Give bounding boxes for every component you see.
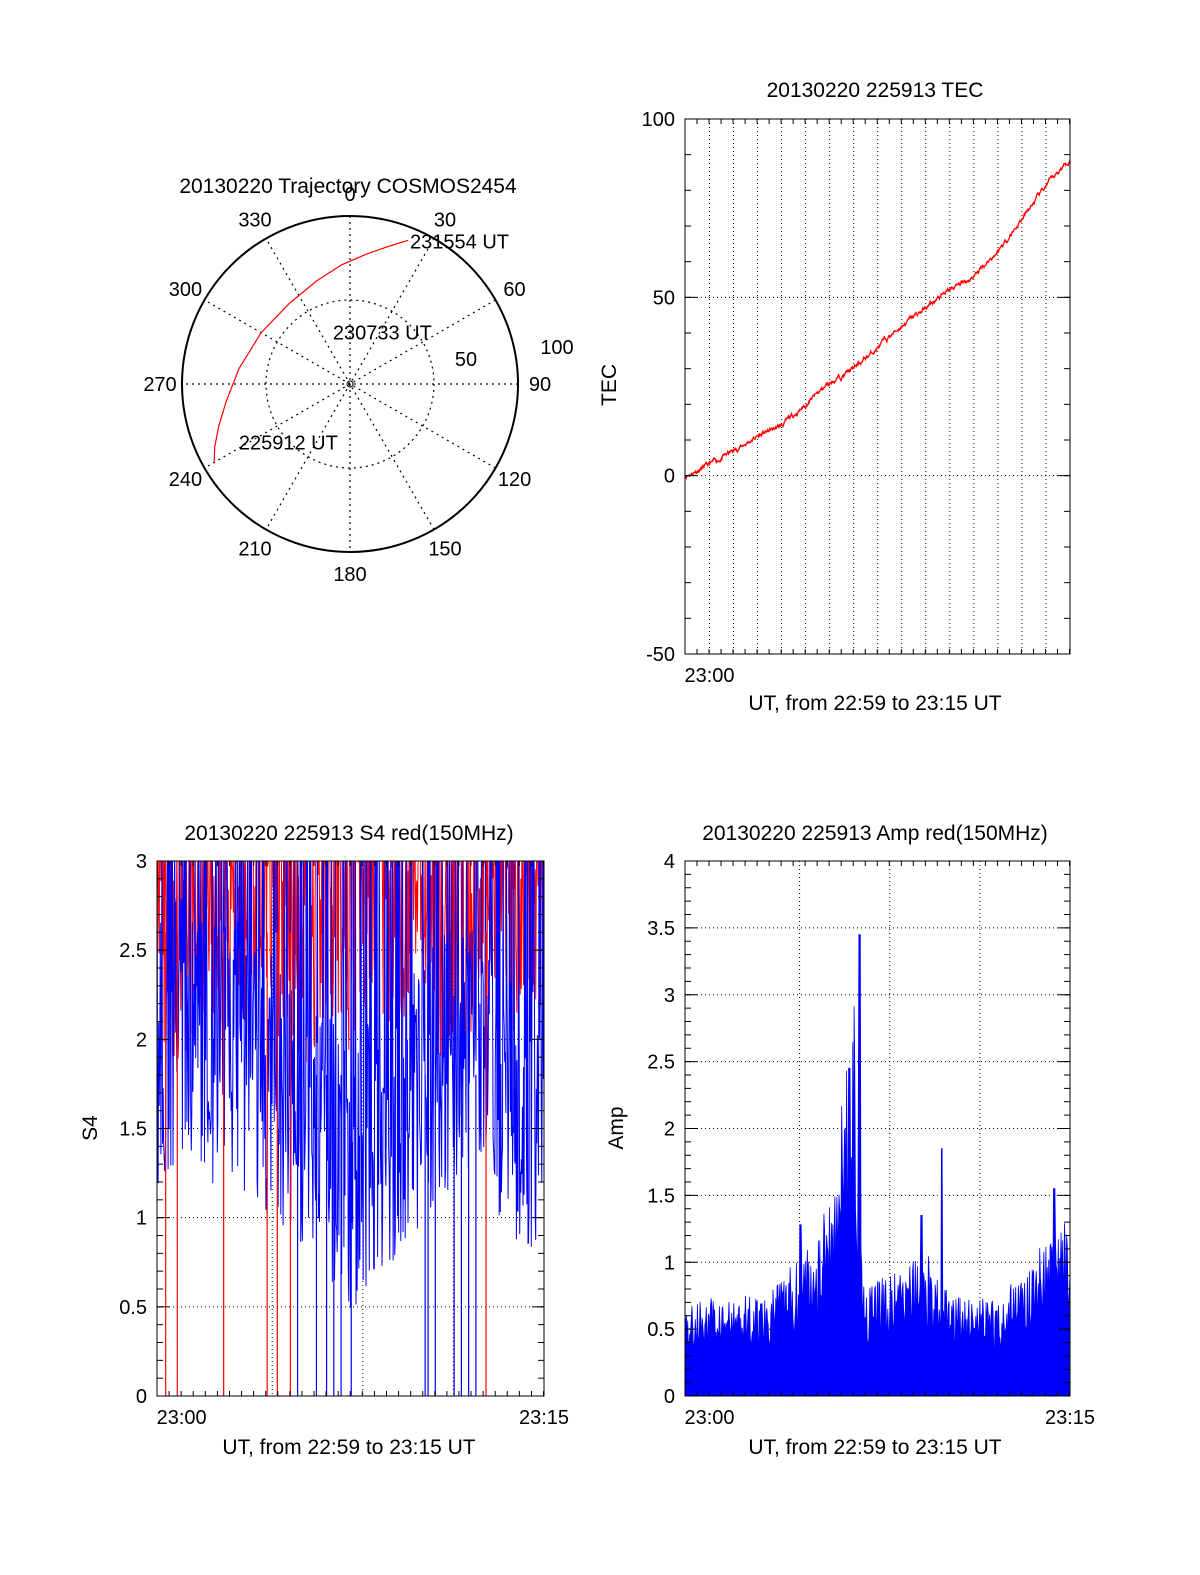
s4-ylabel: S4 bbox=[79, 1115, 102, 1141]
tec-xlabel: UT, from 22:59 to 23:15 UT bbox=[748, 692, 1001, 715]
polar-grid bbox=[181, 215, 519, 553]
polar-azimuth-label: 330 bbox=[238, 209, 271, 231]
s4-title: 20130220 225913 S4 red(150MHz) bbox=[184, 822, 513, 845]
trajectory-polar-panel: 20130220 Trajectory COSMOS2454 0 30 60 90 12… bbox=[143, 175, 573, 586]
amp-xtick-label: 23:15 bbox=[1045, 1407, 1095, 1429]
polar-azimuth-label: 270 bbox=[143, 374, 176, 396]
s4-xlabel: UT, from 22:59 to 23:15 UT bbox=[222, 1436, 475, 1459]
tec-frame bbox=[684, 118, 1071, 655]
polar-azimuth-label: 240 bbox=[169, 469, 202, 491]
s4-ytick-label: 2 bbox=[136, 1029, 147, 1051]
polar-azimuth-labels: 0 30 60 90 120 150 180 210 240 270 300 330 50 100 bbox=[143, 184, 573, 586]
s4-ytick-label: 0.5 bbox=[119, 1297, 147, 1319]
s4-frame bbox=[156, 860, 545, 1397]
s4-red-line bbox=[157, 861, 544, 1063]
tec-xtick-label: 23:00 bbox=[684, 665, 734, 687]
tec-line bbox=[684, 160, 1071, 481]
polar-azimuth-label: 90 bbox=[529, 374, 551, 396]
tec-axes: -50 0 50 100 23:00 bbox=[642, 109, 1071, 687]
polar-azimuth-label: 30 bbox=[434, 209, 456, 231]
amp-series bbox=[684, 934, 1071, 1397]
polar-azimuth-label: 60 bbox=[503, 279, 525, 301]
polar-azimuth-label: 150 bbox=[428, 539, 461, 561]
s4-xtick-label: 23:15 bbox=[519, 1407, 569, 1429]
s4-blue-line bbox=[157, 861, 544, 1308]
tec-panel: 20130220 225913 TEC UT, from 22:59 to 23… bbox=[598, 79, 1071, 715]
s4-ytick-label: 1.5 bbox=[119, 1119, 147, 1141]
polar-azimuth-label: 120 bbox=[498, 469, 531, 491]
polar-track bbox=[213, 239, 409, 463]
amp-frame bbox=[684, 860, 1071, 1397]
s4-ytick-label: 0 bbox=[136, 1386, 147, 1408]
amp-ytick-label: 0 bbox=[664, 1386, 675, 1408]
polar-time-annotation: 231554 UT bbox=[410, 231, 509, 253]
tec-ytick-label: 0 bbox=[664, 466, 675, 488]
tec-grid bbox=[685, 119, 1071, 654]
tec-ytick-label: 100 bbox=[642, 109, 675, 131]
polar-azimuth-label: 180 bbox=[333, 564, 366, 586]
polar-title: 20130220 Trajectory COSMOS2454 bbox=[179, 175, 517, 198]
amp-ytick-label: 3 bbox=[664, 985, 675, 1007]
s4-series bbox=[157, 861, 544, 1396]
tec-ylabel: TEC bbox=[598, 364, 621, 406]
polar-spoke bbox=[265, 238, 435, 530]
polar-time-annotation: 225912 UT bbox=[239, 433, 338, 455]
s4-ytick-label: 2.5 bbox=[119, 940, 147, 962]
amp-ytick-label: 1 bbox=[664, 1252, 675, 1274]
polar-ring-label: 100 bbox=[540, 337, 573, 359]
amp-ytick-label: 4 bbox=[664, 851, 675, 873]
s4-ytick-label: 3 bbox=[136, 851, 147, 873]
amp-ytick-label: 3.5 bbox=[647, 918, 675, 940]
amp-axes: 0 0.5 1 1.5 2 2.5 3 3.5 4 23:00 23:15 bbox=[647, 851, 1095, 1429]
amp-ytick-label: 2.5 bbox=[647, 1052, 675, 1074]
polar-track-line bbox=[213, 239, 409, 463]
amp-title: 20130220 225913 Amp red(150MHz) bbox=[702, 822, 1048, 845]
polar-azimuth-label: 0 bbox=[344, 184, 355, 206]
polar-annotations: 231554 UT 230733 UT 225912 UT bbox=[239, 231, 509, 454]
amp-ytick-label: 1.5 bbox=[647, 1185, 675, 1207]
tec-title: 20130220 225913 TEC bbox=[767, 79, 984, 102]
s4-clipped-group bbox=[157, 861, 544, 1396]
s4-panel: 20130220 225913 S4 red(150MHz) UT, from … bbox=[79, 822, 569, 1459]
amp-panel: 20130220 225913 Amp red(150MHz) UT, from… bbox=[605, 822, 1095, 1459]
amp-ylabel: Amp bbox=[605, 1106, 628, 1149]
tec-series bbox=[684, 160, 1071, 481]
amp-grid bbox=[685, 861, 1070, 1396]
amp-ytick-label: 0.5 bbox=[647, 1319, 675, 1341]
amp-xlabel: UT, from 22:59 to 23:15 UT bbox=[748, 1436, 1001, 1459]
polar-time-annotation: 230733 UT bbox=[333, 322, 432, 344]
polar-center bbox=[346, 380, 354, 388]
amp-bars bbox=[684, 934, 1071, 1397]
amp-ytick-label: 2 bbox=[664, 1119, 675, 1141]
tec-ytick-label: -50 bbox=[646, 644, 675, 666]
polar-ring-label: 50 bbox=[455, 349, 477, 371]
polar-azimuth-label: 300 bbox=[169, 279, 202, 301]
polar-azimuth-label: 210 bbox=[238, 539, 271, 561]
s4-xtick-label: 23:00 bbox=[157, 1407, 207, 1429]
s4-axes: 0 0.5 1 1.5 2 2.5 3 23:00 23:15 bbox=[119, 851, 569, 1429]
amp-xtick-label: 23:00 bbox=[684, 1407, 734, 1429]
s4-ytick-label: 1 bbox=[136, 1208, 147, 1230]
tec-ytick-label: 50 bbox=[653, 287, 675, 309]
